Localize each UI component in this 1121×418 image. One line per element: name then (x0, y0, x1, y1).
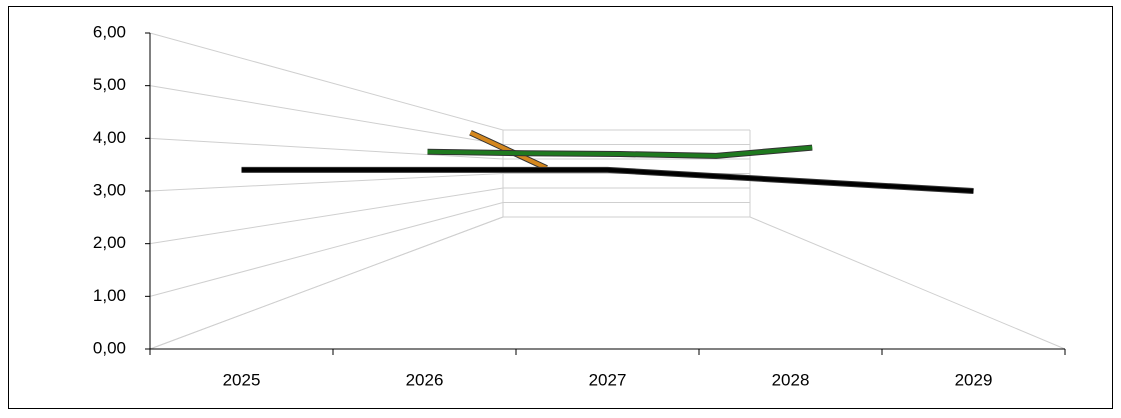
y-tick-label: 2,00 (93, 233, 126, 252)
floor-edge (749, 216, 1066, 350)
series-line (241, 167, 974, 193)
x-tick-label: 2029 (955, 370, 993, 389)
y-tick-label: 1,00 (93, 286, 126, 305)
grid-line (149, 173, 504, 192)
x-tick-label: 2027 (589, 370, 627, 389)
y-tick-label: 3,00 (93, 180, 126, 199)
grid-line (149, 187, 504, 245)
chart-frame (8, 6, 1113, 409)
series-line (427, 145, 813, 158)
y-tick-label: 5,00 (93, 75, 126, 94)
y-tick-label: 4,00 (93, 128, 126, 147)
x-tick-label: 2028 (772, 370, 810, 389)
grid-line (149, 137, 504, 160)
y-tick-label: 6,00 (93, 22, 126, 41)
grid-line (149, 202, 504, 297)
x-tick-label: 2026 (406, 370, 444, 389)
grid-line (149, 85, 504, 145)
grid-line (149, 32, 504, 131)
y-tick-label: 0,00 (93, 338, 126, 357)
x-tick-label: 2025 (223, 370, 261, 389)
grid-line (149, 216, 504, 350)
